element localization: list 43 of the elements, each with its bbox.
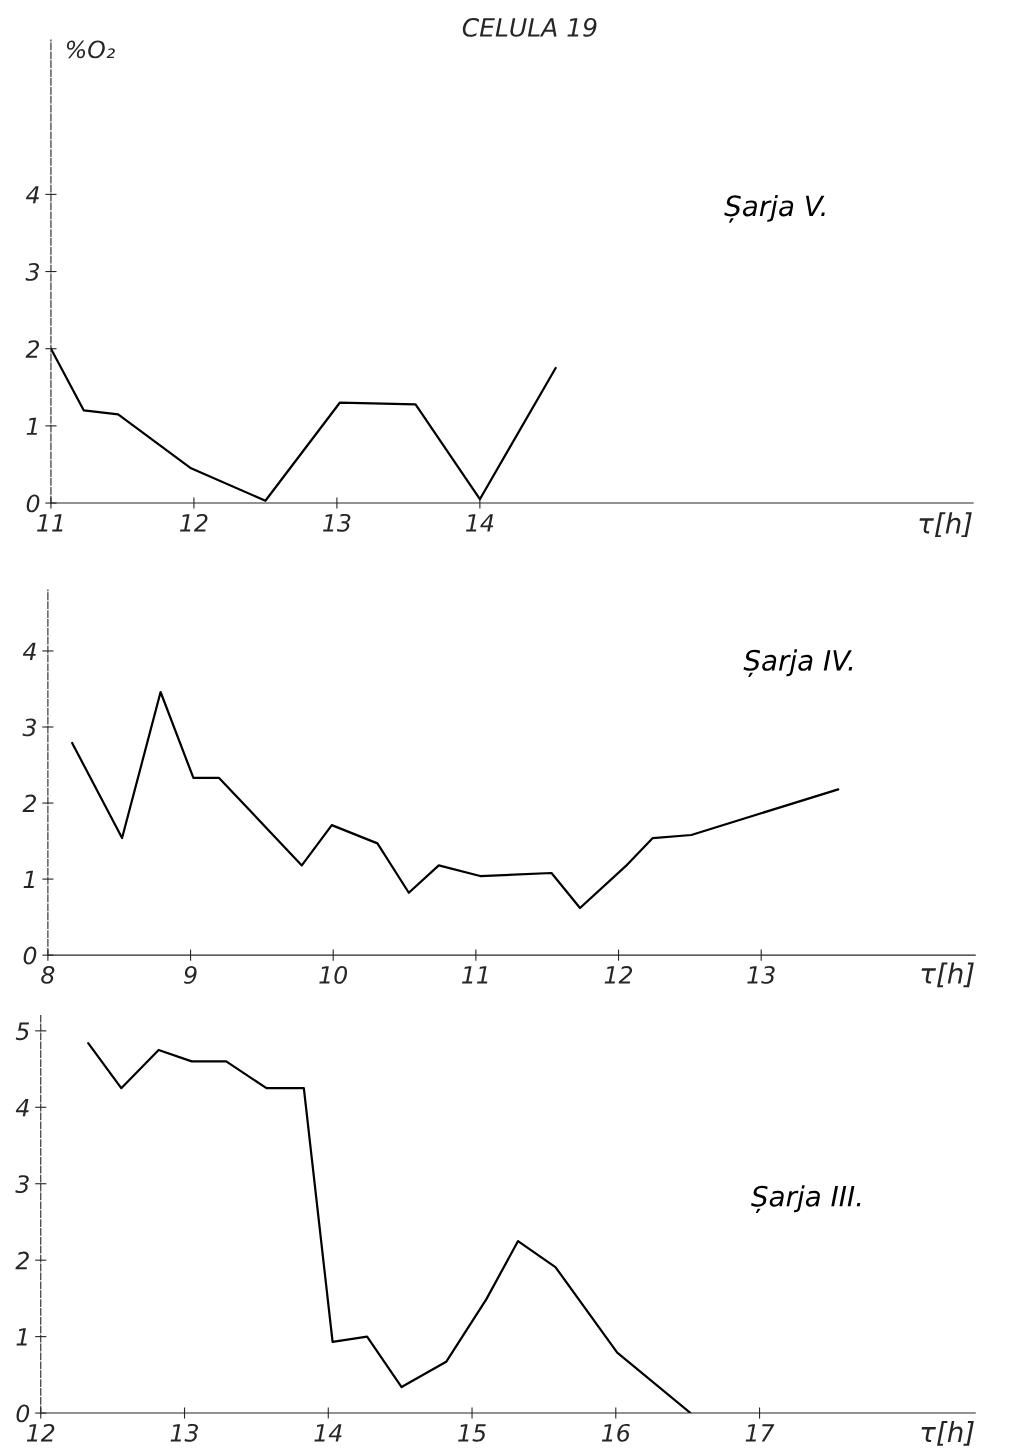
y-tick-label: 4 bbox=[22, 642, 36, 660]
x-tick-label: 12 bbox=[26, 1423, 55, 1442]
x-tick-label: 16 bbox=[601, 1423, 630, 1442]
x-tick-label: 12 bbox=[180, 513, 208, 532]
y-tick-label: 1 bbox=[23, 870, 34, 889]
y-tick-label: 3 bbox=[22, 718, 36, 737]
y-tick-label: 3 bbox=[25, 262, 40, 281]
text: Șarja V. bbox=[724, 194, 825, 223]
x-tick-label: 13 bbox=[170, 1423, 199, 1442]
line-series bbox=[71, 690, 840, 910]
x-tick-label: 10 bbox=[319, 965, 348, 984]
y-tick-label: 1 bbox=[26, 417, 37, 435]
y-tick-label: 0 bbox=[26, 494, 40, 513]
y-tick-label: 0 bbox=[23, 946, 37, 965]
x-tick-label: 13 bbox=[323, 513, 351, 532]
chart-title: CELULA 19 bbox=[462, 17, 597, 37]
y-tick-label: 1 bbox=[16, 1328, 27, 1346]
x-axis-title: τ[h] bbox=[919, 512, 972, 538]
y-tick-label: 4 bbox=[25, 186, 39, 204]
x-tick-label: 14 bbox=[314, 1424, 342, 1442]
text: Șarja III. bbox=[751, 1185, 861, 1214]
text: Șarja IV. bbox=[743, 649, 853, 678]
x-tick-label: 14 bbox=[466, 514, 494, 532]
y-tick-label: 2 bbox=[25, 340, 40, 358]
line-series bbox=[87, 1041, 692, 1414]
x-tick-label: 11 bbox=[462, 966, 488, 984]
line-series bbox=[50, 347, 557, 502]
x-axis-title: τ[h] bbox=[921, 1421, 974, 1446]
x-tick-label: 17 bbox=[745, 1424, 775, 1442]
y-tick-label: 4 bbox=[15, 1099, 29, 1117]
y-axis-title: %O₂ bbox=[66, 40, 115, 59]
x-axis-title: τ[h] bbox=[921, 962, 974, 988]
y-tick-label: 3 bbox=[15, 1175, 29, 1194]
x-tick-label: 9 bbox=[184, 965, 197, 984]
y-tick-label: 5 bbox=[15, 1022, 30, 1041]
x-tick-label: 12 bbox=[604, 965, 633, 984]
y-tick-label: 2 bbox=[22, 794, 37, 813]
y-tick-label: 2 bbox=[15, 1251, 29, 1270]
y-tick-label: 0 bbox=[16, 1404, 30, 1423]
x-tick-label: 8 bbox=[41, 965, 55, 984]
x-tick-label: 15 bbox=[458, 1424, 486, 1442]
x-tick-label: 13 bbox=[747, 965, 775, 984]
x-tick-label: 11 bbox=[37, 514, 63, 532]
